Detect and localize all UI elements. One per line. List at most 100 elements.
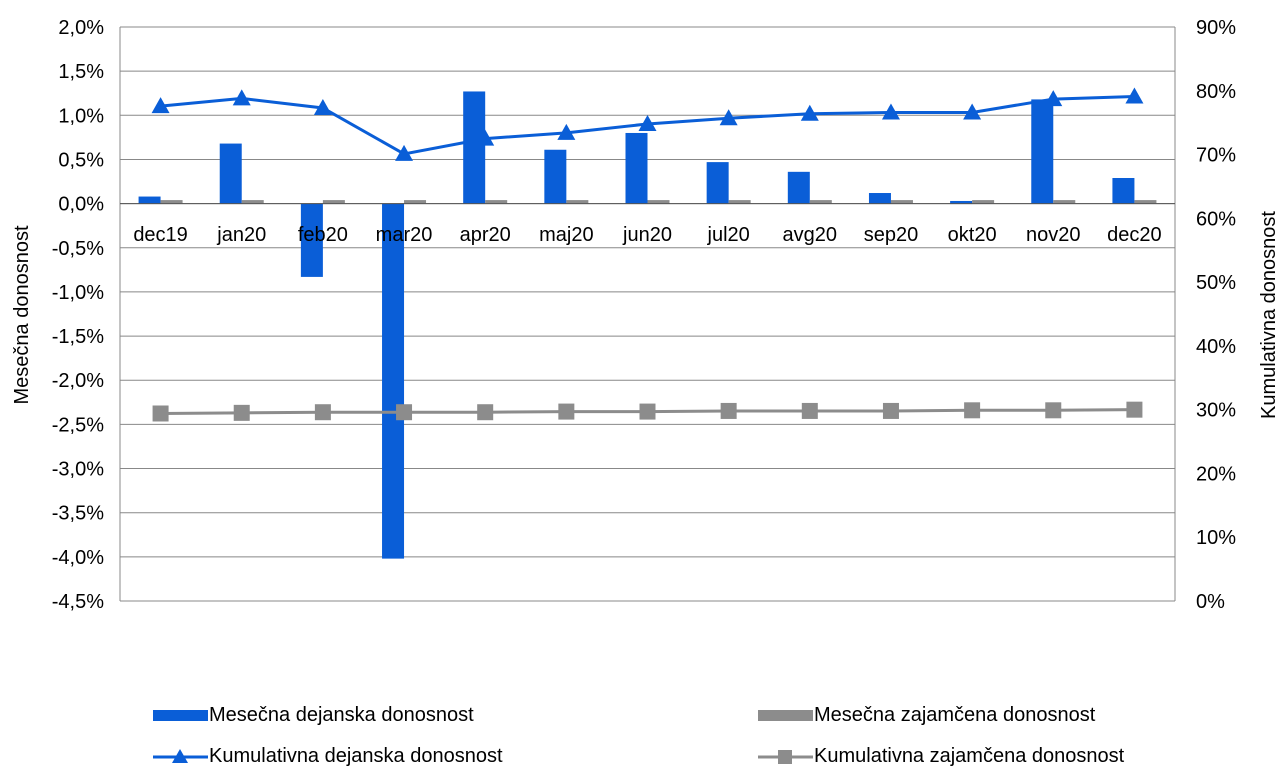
bar-zajamcena: [728, 200, 751, 204]
left-axis-title: Mesečna donosnost: [11, 225, 33, 404]
bar-zajamcena: [1134, 200, 1157, 204]
square-marker: [1045, 402, 1062, 419]
bar-zajamcena: [404, 200, 427, 204]
bar-dejanska: [1112, 178, 1135, 204]
square-marker: [720, 402, 737, 419]
right-tick-label: 70%: [1196, 145, 1236, 167]
category-label: jun20: [622, 224, 672, 246]
left-tick-label: -1,0%: [52, 282, 104, 304]
triangle-marker: [151, 97, 170, 114]
bar-dejanska: [544, 149, 567, 204]
square-marker: [314, 404, 331, 421]
category-label: apr20: [460, 224, 511, 246]
square-marker: [882, 402, 899, 419]
triangle-marker: [1125, 87, 1144, 104]
triangle-marker: [395, 144, 414, 161]
triangle-marker: [963, 103, 982, 120]
triangle-marker: [881, 103, 900, 120]
right-tick-label: 40%: [1196, 336, 1236, 358]
left-tick-label: -0,5%: [52, 238, 104, 260]
square-marker: [233, 404, 250, 421]
left-tick-label: 1,5%: [58, 61, 104, 83]
bar-zajamcena: [160, 200, 183, 204]
left-tick-label: 1,0%: [58, 105, 104, 127]
left-tick-label: -1,5%: [52, 326, 104, 348]
legend-item: Mesečna zajamčena donosnost: [758, 704, 1096, 726]
bar-dejanska: [787, 171, 810, 204]
left-tick-label: 0,5%: [58, 149, 104, 171]
square-marker: [396, 404, 413, 421]
bar-zajamcena: [647, 200, 670, 204]
triangle-marker: [313, 98, 332, 115]
category-label: maj20: [539, 224, 593, 246]
right-tick-label: 90%: [1196, 17, 1236, 39]
square-marker: [152, 405, 169, 422]
bar-zajamcena: [485, 200, 508, 204]
left-axis-ticks: 2,0% 1,5% 1,0% 0,5% 0,0% -0,5% -1,0% -1,5% -2,0%…: [52, 17, 104, 613]
bar-zajamcena: [809, 200, 832, 204]
left-tick-label: -3,5%: [52, 503, 104, 525]
category-label: feb20: [298, 224, 348, 246]
left-tick-label: -4,5%: [52, 591, 104, 613]
category-label: sep20: [864, 224, 919, 246]
bar-zajamcena: [890, 200, 913, 204]
bar-zajamcena: [322, 200, 345, 204]
bar-dejanska: [138, 196, 161, 204]
square-marker: [639, 403, 656, 420]
right-tick-label: 80%: [1196, 81, 1236, 103]
triangle-marker: [1044, 90, 1063, 107]
right-tick-label: 20%: [1196, 463, 1236, 485]
bar-zajamcena: [972, 200, 995, 204]
gridlines: [119, 26, 1176, 602]
bar-dejanska: [625, 132, 648, 204]
legend: Mesečna dejanska donosnost Mesečna zajamč…: [153, 704, 1125, 767]
category-label: jul20: [707, 224, 750, 246]
legend-label: Kumulativna dejanska donosnost: [209, 745, 503, 767]
square-marker: [558, 403, 575, 420]
bar-dejanska: [463, 91, 486, 204]
category-label: okt20: [948, 224, 997, 246]
right-axis-title: Kumulativna donosnost: [1258, 211, 1277, 419]
bar-dejanska: [300, 203, 323, 277]
legend-label: Mesečna dejanska donosnost: [209, 704, 474, 726]
left-tick-label: -2,5%: [52, 414, 104, 436]
right-tick-label: 10%: [1196, 527, 1236, 549]
legend-item: Kumulativna zajamčena donosnost: [758, 745, 1125, 767]
triangle-marker: [232, 89, 251, 106]
triangle-marker: [719, 109, 738, 126]
square-marker: [1126, 401, 1143, 418]
legend-label: Kumulativna zajamčena donosnost: [814, 745, 1125, 767]
triangle-marker: [557, 123, 576, 140]
left-tick-label: -3,0%: [52, 459, 104, 481]
square-marker: [801, 402, 818, 419]
bar-zajamcena: [241, 200, 264, 204]
bar-dejanska: [1031, 99, 1054, 204]
legend-item: Mesečna dejanska donosnost: [153, 704, 474, 726]
category-label: nov20: [1026, 224, 1081, 246]
square-marker: [477, 404, 494, 421]
left-tick-label: -4,0%: [52, 547, 104, 569]
bar-zajamcena: [1053, 200, 1076, 204]
bar-dejanska: [706, 162, 729, 204]
triangle-marker: [800, 104, 819, 121]
right-tick-label: 0%: [1196, 591, 1225, 613]
bar-dejanska: [950, 200, 973, 204]
right-tick-label: 50%: [1196, 272, 1236, 294]
right-tick-label: 60%: [1196, 208, 1236, 230]
legend-square-marker: [778, 750, 792, 764]
legend-swatch: [758, 710, 813, 721]
left-tick-label: 0,0%: [58, 194, 104, 216]
triangle-marker: [638, 114, 657, 131]
right-axis-ticks: 90% 80% 70% 60% 50% 40% 30% 20% 10% 0%: [1196, 17, 1236, 613]
bar-zajamcena: [566, 200, 589, 204]
left-tick-label: -2,0%: [52, 370, 104, 392]
bar-dejanska: [868, 193, 891, 204]
category-labels: dec19 jan20 feb20 mar20 apr20 maj20 jun20 jul20…: [133, 224, 1161, 246]
legend-triangle-marker: [172, 749, 188, 763]
square-marker: [964, 402, 981, 419]
category-label: avg20: [783, 224, 838, 246]
category-label: jan20: [216, 224, 266, 246]
series-lines: [151, 87, 1144, 422]
category-label: dec20: [1107, 224, 1162, 246]
